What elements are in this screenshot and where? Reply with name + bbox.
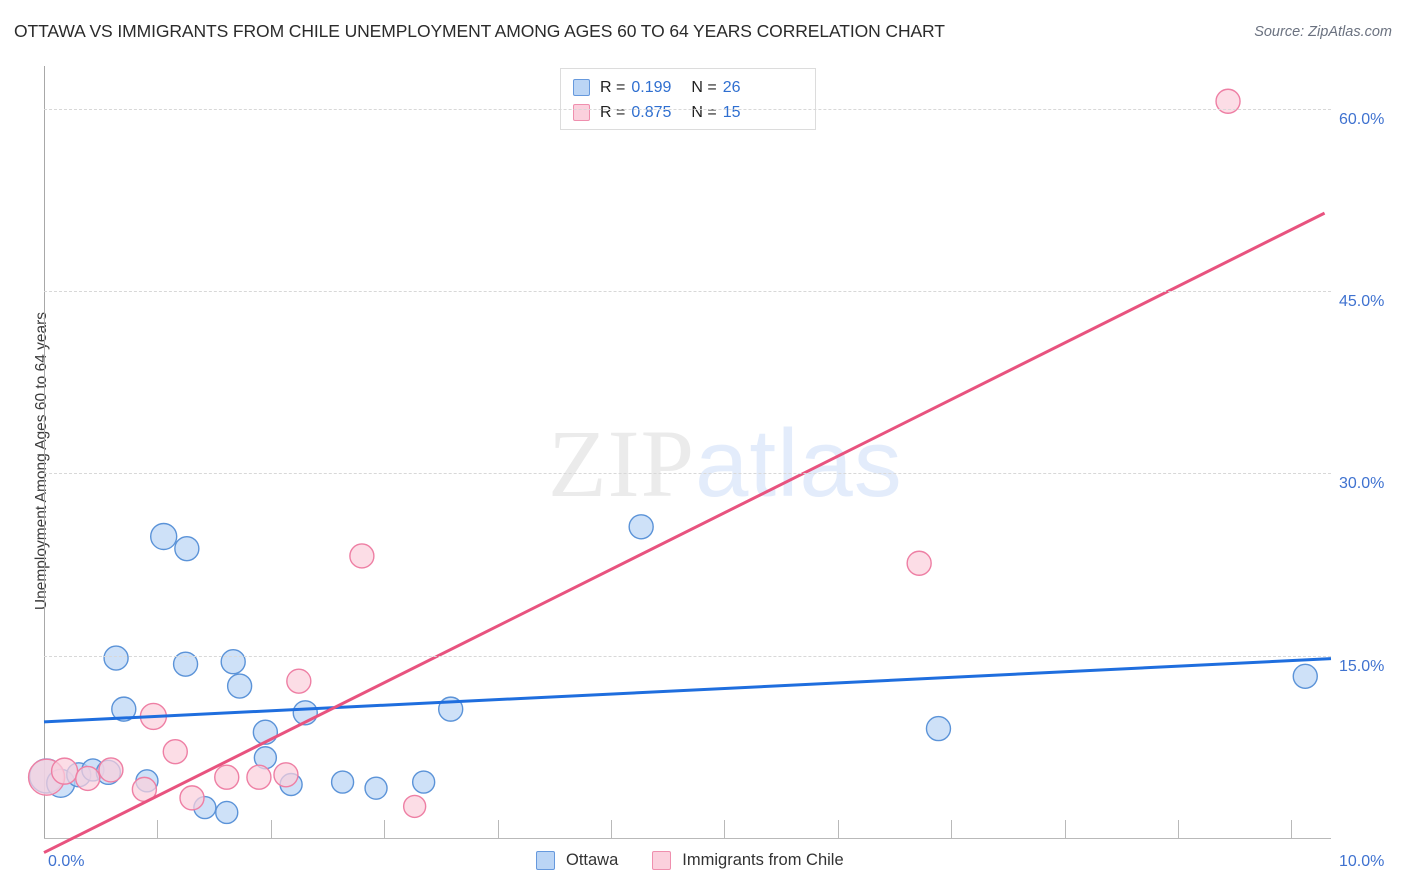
stats-row-ottawa: R = 0.199 N = 26 xyxy=(573,75,803,100)
x-axis-tick xyxy=(1064,820,1066,838)
legend-marker-ottawa xyxy=(536,851,555,870)
x-axis-tick xyxy=(384,820,386,838)
x-axis-tick xyxy=(837,820,839,838)
legend-marker-immigrants-from-chile xyxy=(652,851,672,870)
r-value-immigrants-from-chile: 0.875 xyxy=(631,103,672,121)
legend-swatch-ottawa xyxy=(573,79,590,96)
x-axis-tick xyxy=(497,820,499,838)
legend-label-ottawa: Ottawa xyxy=(566,851,619,869)
x-axis-tick xyxy=(157,820,159,838)
n-label-immigrants-from-chile: N = xyxy=(691,103,717,121)
page-title: OTTAWA VS IMMIGRANTS FROM CHILE UNEMPLOY… xyxy=(14,21,945,41)
correlation-stats-legend: R = 0.199 N = 26 R = 0.875 N = 15 xyxy=(560,68,816,130)
gridline xyxy=(44,108,1331,110)
source-label: Source: ZipAtlas.com xyxy=(1254,24,1392,40)
x-axis-tick xyxy=(270,820,272,838)
stats-row-immigrants-from-chile: R = 0.875 N = 15 xyxy=(573,100,803,125)
y-axis-tick-label: 45.0% xyxy=(1339,292,1385,310)
x-axis-tick-label-min: 0.0% xyxy=(48,853,85,870)
x-axis-line xyxy=(44,838,1331,839)
y-axis-tick-label: 15.0% xyxy=(1339,657,1385,675)
series-legend: Ottawa Immigrants from Chile xyxy=(536,851,878,870)
x-axis-tick xyxy=(1291,820,1293,838)
r-label-immigrants-from-chile: R = xyxy=(600,103,626,121)
y-axis-tick-label: 60.0% xyxy=(1339,110,1385,128)
x-axis-tick-label-max: 10.0% xyxy=(1339,853,1385,870)
n-label-ottawa: N = xyxy=(691,78,717,96)
legend-item-immigrants-from-chile[interactable]: Immigrants from Chile xyxy=(652,851,844,870)
legend-item-ottawa[interactable]: Ottawa xyxy=(536,851,618,870)
x-axis-tick xyxy=(1177,820,1179,838)
gridline xyxy=(44,290,1331,292)
n-value-immigrants-from-chile: 15 xyxy=(722,103,741,121)
y-axis-tick-label: 30.0% xyxy=(1339,475,1385,493)
plot-area xyxy=(44,66,1331,838)
x-axis-tick xyxy=(724,820,726,838)
legend-swatch-immigrants-from-chile xyxy=(573,104,590,121)
r-label-ottawa: R = xyxy=(600,78,626,96)
n-value-ottawa: 26 xyxy=(722,78,741,96)
x-axis-tick xyxy=(610,820,612,838)
gridline xyxy=(44,473,1331,475)
x-axis-tick xyxy=(951,820,953,838)
gridline xyxy=(44,655,1331,657)
r-value-ottawa: 0.199 xyxy=(631,78,672,96)
legend-label-immigrants-from-chile: Immigrants from Chile xyxy=(682,851,844,869)
